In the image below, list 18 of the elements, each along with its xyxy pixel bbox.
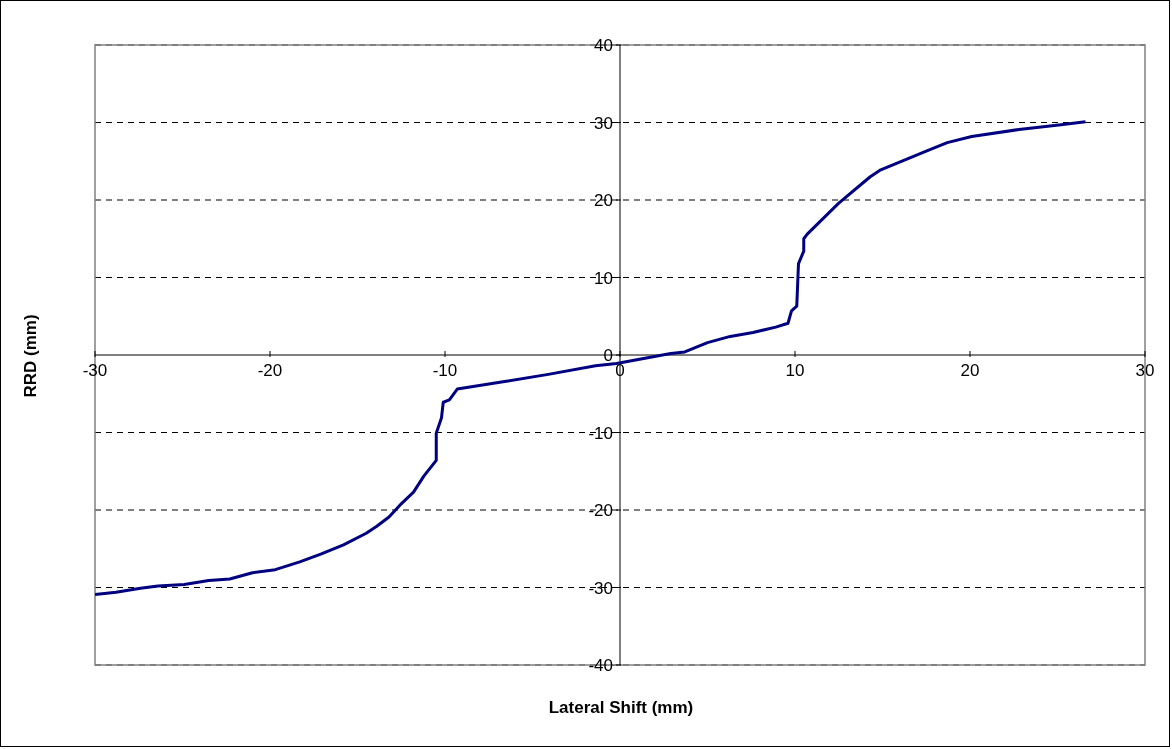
- y-axis-title: RRD (mm): [21, 314, 41, 398]
- y-tick-label: 20: [594, 191, 613, 210]
- x-tick-label: 10: [785, 361, 805, 380]
- x-tick-label: -10: [432, 361, 458, 380]
- y-tick-label: -30: [588, 578, 613, 598]
- x-tick-label: 30: [1135, 361, 1155, 380]
- x-axis-title: Lateral Shift (mm): [547, 698, 695, 718]
- y-tick-label: -10: [588, 423, 613, 443]
- y-tick-label: 10: [594, 268, 613, 288]
- y-tick-label: 30: [594, 113, 613, 133]
- y-tick-label: -40: [588, 656, 613, 675]
- x-tick-label: 0: [615, 361, 625, 380]
- y-tick-label: -20: [588, 501, 613, 520]
- x-tick-label: 20: [960, 361, 980, 380]
- x-tick-label: -30: [82, 361, 108, 380]
- x-tick-label: -20: [257, 361, 283, 380]
- y-tick-label: 0: [603, 346, 613, 365]
- y-tick-label: 40: [594, 36, 613, 55]
